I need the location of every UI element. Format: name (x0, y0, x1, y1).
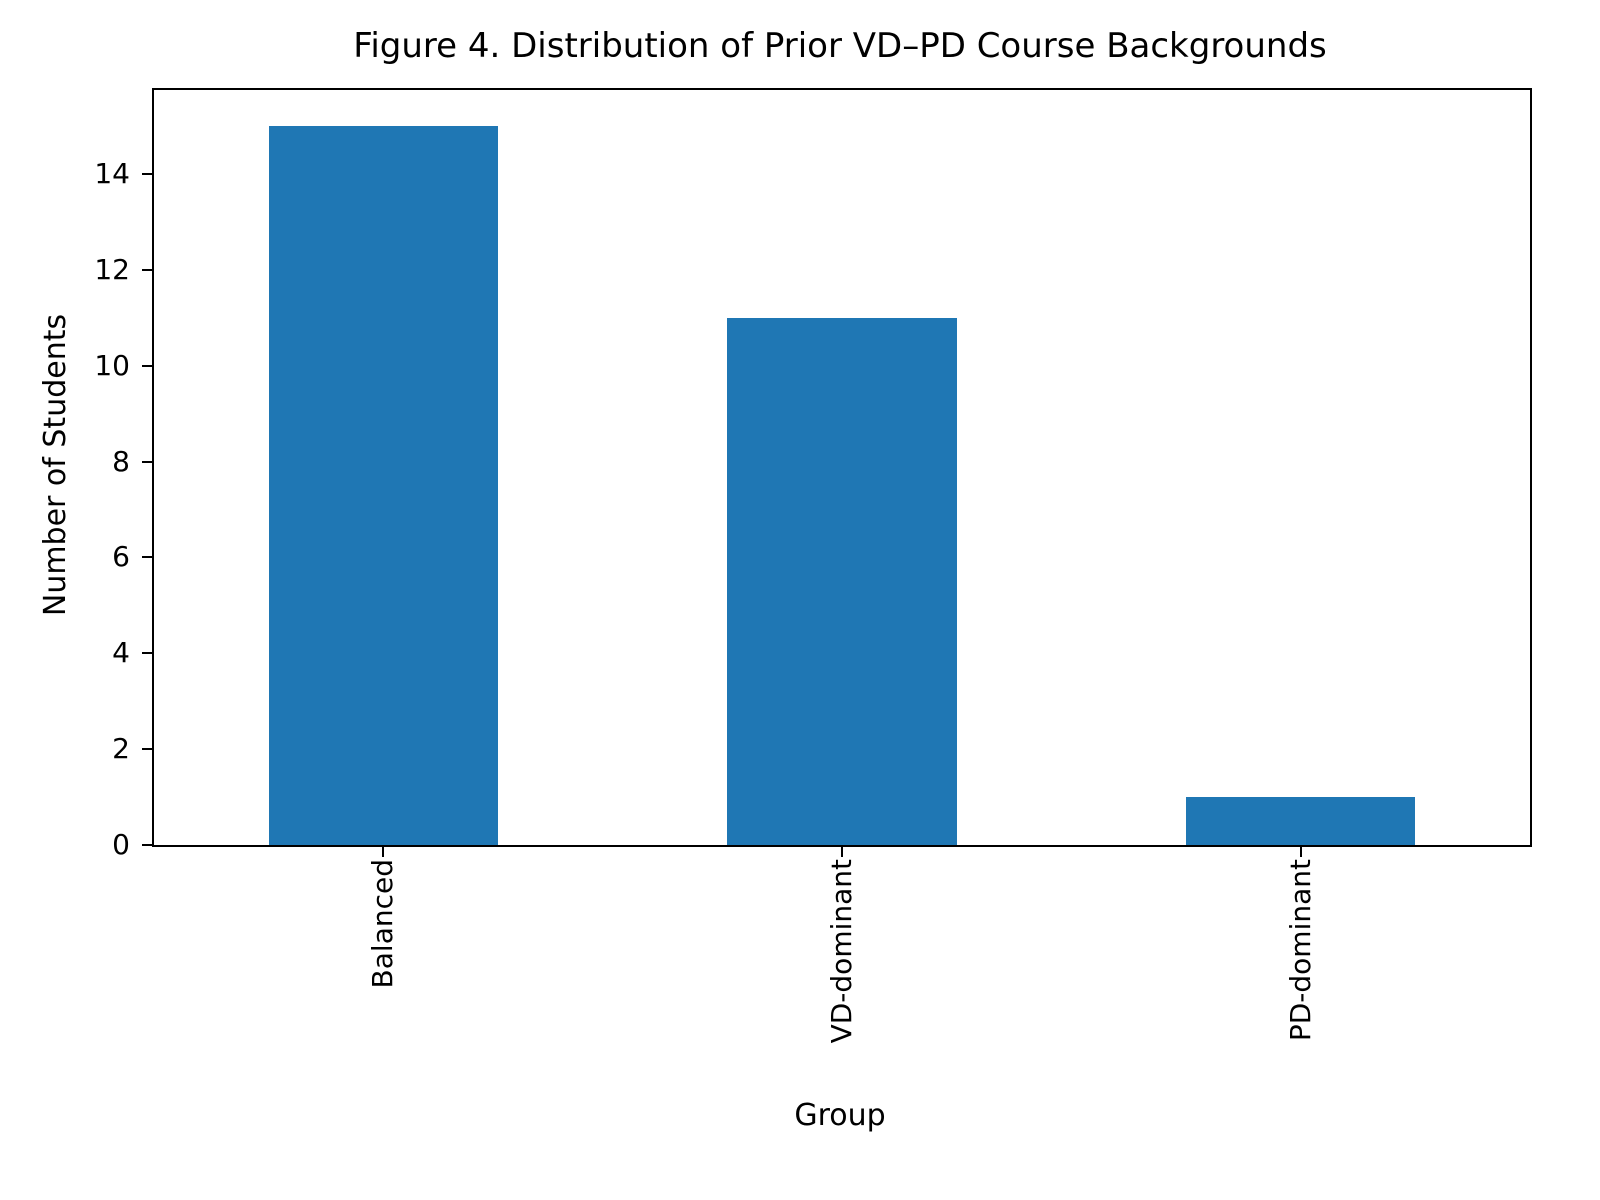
x-tick-label: Balanced (366, 859, 400, 989)
x-tick-mark (1299, 847, 1302, 857)
x-tick-mark (382, 847, 385, 857)
plot-area: 0 2 4 6 8 10 12 14 Balanced VD-dominant PD-dominan… (94, 88, 1532, 1043)
bar-balanced (268, 125, 498, 845)
y-tick-mark (142, 268, 152, 271)
y-tick-label: 4 (112, 636, 130, 670)
y-tick-mark (142, 748, 152, 751)
bar-vd-dominant (727, 317, 957, 845)
y-tick-label: 2 (112, 732, 130, 766)
y-tick-label: 12 (94, 252, 130, 286)
x-tick-label: PD-dominant (1283, 859, 1317, 1042)
y-tick-label: 6 (112, 540, 130, 574)
y-tick-mark (142, 652, 152, 655)
bar-pd-dominant (1186, 797, 1416, 845)
y-tick-mark (142, 364, 152, 367)
y-tick-label: 14 (94, 156, 130, 190)
y-tick-mark (142, 556, 152, 559)
y-tick-mark (142, 172, 152, 175)
y-tick-mark (142, 844, 152, 846)
x-tick-label: VD-dominant (825, 859, 859, 1044)
chart-title: Figure 4. Distribution of Prior VD–PD Co… (353, 26, 1327, 66)
x-tick-mark (841, 847, 843, 857)
y-tick-mark (142, 460, 152, 463)
y-tick-label: 8 (112, 444, 130, 478)
y-tick-label: 10 (94, 348, 130, 382)
x-axis-label: Group (794, 1098, 886, 1133)
y-tick-label: 0 (112, 828, 130, 861)
y-axis-label: Number of Students (38, 313, 73, 617)
